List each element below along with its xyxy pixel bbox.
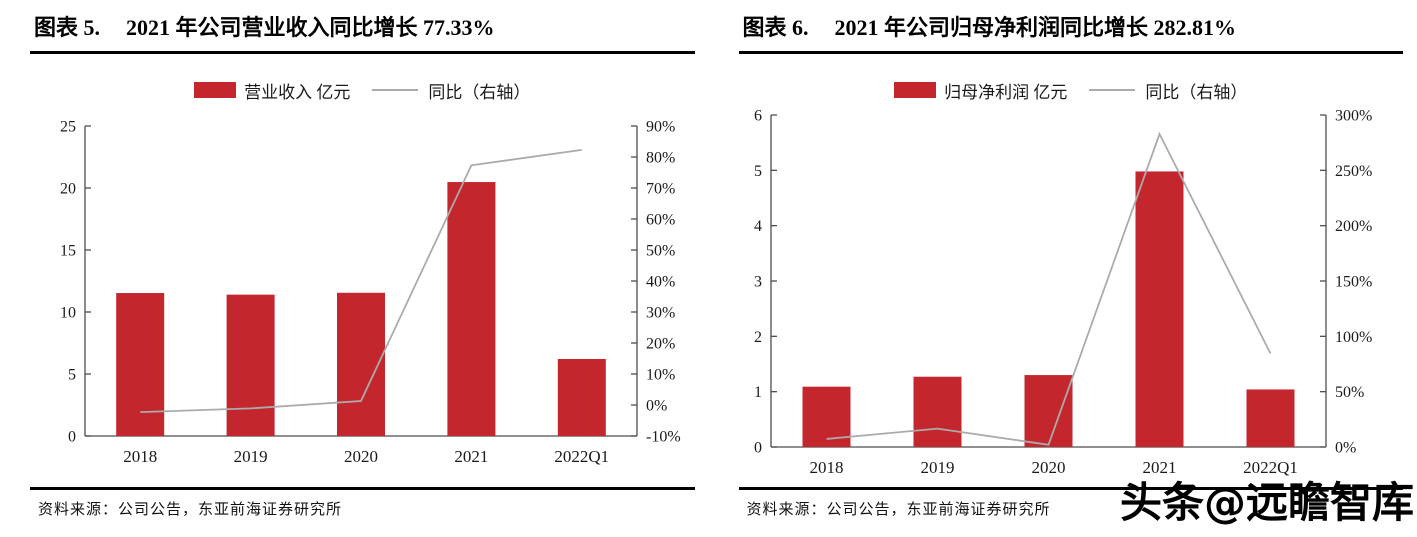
svg-text:250%: 250% [1335,163,1372,180]
svg-text:90%: 90% [646,119,675,136]
svg-text:10: 10 [60,305,76,322]
svg-text:3: 3 [754,274,762,291]
svg-text:0%: 0% [646,398,667,415]
svg-text:2022Q1: 2022Q1 [1243,458,1298,477]
source-row: 资料来源：公司公告，东亚前海证券研究所 [738,487,1403,519]
panel-net-profit: 图表 6. 2021 年公司归母净利润同比增长 282.81% 归母净利润 亿元… [709,0,1417,537]
bar-series-label: 营业收入 亿元 [244,82,351,102]
source-text: 资料来源：公司公告，东亚前海证券研究所 [746,502,1051,518]
svg-text:0: 0 [754,440,762,457]
revenue-chart: 0 5 10 15 20 25 -10% 0% 10% 20% 30% 40% 50% 60% 70% 80%… [60,119,681,467]
svg-text:50%: 50% [646,243,675,260]
svg-text:300%: 300% [1335,110,1372,125]
svg-text:200%: 200% [1335,218,1372,235]
svg-text:0%: 0% [1335,440,1356,457]
svg-text:6: 6 [754,110,762,125]
svg-text:5: 5 [754,163,762,180]
svg-text:10%: 10% [646,367,675,384]
figure-title-net-profit: 图表 6. 2021 年公司归母净利润同比增长 282.81% [738,8,1403,54]
line-series-swatch [372,89,419,91]
svg-text:2019: 2019 [234,447,268,466]
svg-text:0: 0 [68,429,76,446]
svg-text:20%: 20% [646,336,675,353]
svg-text:80%: 80% [646,150,675,167]
svg-text:15: 15 [60,243,76,260]
line-series-label: 同比（右轴） [428,82,531,102]
svg-text:150%: 150% [1335,274,1372,291]
panel-revenue: 图表 5. 2021 年公司营业收入同比增长 77.33% 营业收入 亿元 同比… [30,8,695,519]
svg-text:2021: 2021 [454,447,488,466]
svg-text:2021: 2021 [1142,458,1176,477]
bar-series-swatch [194,82,237,98]
svg-text:5: 5 [68,367,76,384]
svg-text:100%: 100% [1335,329,1372,346]
svg-text:4: 4 [754,218,762,235]
line-series-label: 同比（右轴） [1145,82,1248,102]
svg-text:2018: 2018 [809,458,843,477]
line-series-swatch [1089,89,1136,91]
legend-net-profit: 归母净利润 亿元 同比（右轴） [739,80,1404,102]
bar-series-label: 归母净利润 亿元 [944,82,1068,102]
svg-text:2: 2 [754,329,762,346]
watermark: 头条@远瞻智库 [1119,478,1414,527]
svg-text:50%: 50% [1335,384,1364,401]
svg-text:30%: 30% [646,305,675,322]
svg-text:60%: 60% [646,212,675,229]
net-profit-chart: 0 1 2 3 4 5 6 0% 50% 100% 150% 200% 250% 300% 2018 2019… [754,110,1372,477]
svg-text:25: 25 [60,119,76,136]
source-text: 资料来源：公司公告，东亚前海证券研究所 [38,502,343,518]
svg-text:2020: 2020 [344,447,378,466]
svg-text:2018: 2018 [123,447,157,466]
svg-text:40%: 40% [646,274,675,291]
svg-text:2022Q1: 2022Q1 [554,447,609,466]
figure-title-text: 2021 年公司营业收入同比增长 77.33% [126,15,495,40]
figure-title-revenue: 图表 5. 2021 年公司营业收入同比增长 77.33% [30,8,695,54]
svg-text:-10%: -10% [646,429,681,446]
figure-number: 图表 6. [742,15,809,40]
source-row: 资料来源：公司公告，东亚前海证券研究所 [30,487,695,519]
svg-text:20: 20 [60,181,76,198]
svg-text:70%: 70% [646,181,675,198]
figure-number: 图表 5. [34,15,101,40]
svg-text:1: 1 [754,384,762,401]
bar-series-swatch [894,82,937,98]
svg-text:2019: 2019 [920,458,954,477]
legend-revenue: 营业收入 亿元 同比（右轴） [30,80,695,102]
svg-text:2020: 2020 [1031,458,1065,477]
figure-title-text: 2021 年公司归母净利润同比增长 282.81% [834,15,1237,40]
